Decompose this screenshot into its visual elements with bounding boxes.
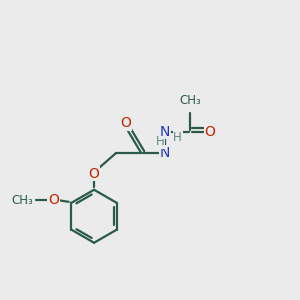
Text: O: O: [205, 125, 215, 139]
Text: N: N: [160, 146, 170, 160]
Text: O: O: [48, 193, 59, 207]
Text: O: O: [88, 167, 100, 181]
Text: H: H: [173, 130, 182, 143]
Text: CH₃: CH₃: [11, 194, 33, 207]
Text: H: H: [156, 135, 164, 148]
Text: O: O: [120, 116, 131, 130]
Text: CH₃: CH₃: [179, 94, 201, 107]
Text: N: N: [160, 125, 170, 139]
